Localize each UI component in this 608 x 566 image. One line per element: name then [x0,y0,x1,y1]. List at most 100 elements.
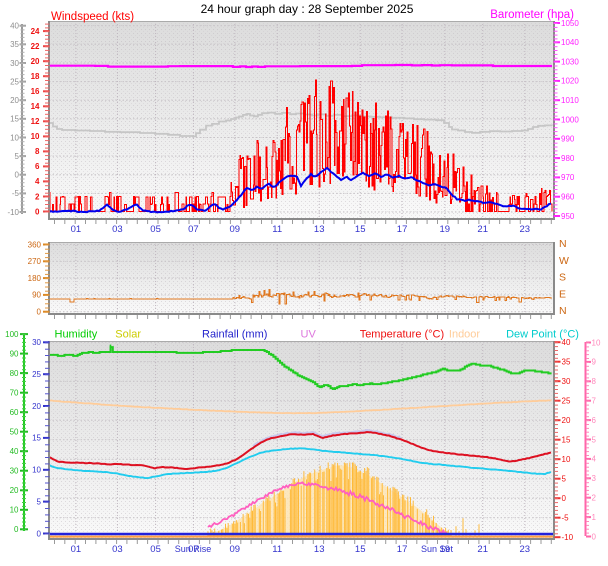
svg-text:22: 22 [31,42,40,51]
svg-text:07: 07 [188,224,199,235]
svg-text:1050: 1050 [561,19,579,28]
svg-text:15: 15 [355,224,366,235]
svg-text:Dew Point (°C): Dew Point (°C) [506,329,579,341]
svg-text:Sun Rise: Sun Rise [175,544,212,554]
svg-text:20: 20 [10,96,19,105]
svg-text:0: 0 [562,494,567,503]
svg-text:10: 10 [10,133,19,142]
svg-text:12: 12 [31,117,40,126]
svg-text:03: 03 [112,224,123,235]
svg-text:18: 18 [31,72,40,81]
svg-text:25: 25 [562,397,571,406]
svg-text:24: 24 [31,27,40,36]
svg-text:60: 60 [10,408,19,417]
svg-text:Sun Set: Sun Set [421,544,454,554]
svg-text:40: 40 [10,447,19,456]
svg-text:05: 05 [150,544,161,555]
svg-text:0: 0 [592,532,597,541]
svg-text:0: 0 [37,308,42,317]
svg-text:23: 23 [520,544,531,555]
svg-text:30: 30 [562,377,571,386]
svg-text:Solar: Solar [115,329,141,341]
svg-text:90: 90 [10,349,19,358]
svg-text:50: 50 [10,428,19,437]
svg-text:80: 80 [10,369,19,378]
svg-text:21: 21 [477,224,488,235]
svg-text:90: 90 [32,291,41,300]
svg-text:1: 1 [592,513,597,522]
svg-text:5: 5 [562,475,567,484]
svg-text:6: 6 [592,416,597,425]
svg-text:8: 8 [592,377,597,386]
svg-text:360: 360 [28,240,42,249]
svg-text:1030: 1030 [561,57,579,66]
svg-text:20: 20 [10,486,19,495]
svg-text:05: 05 [150,224,161,235]
svg-text:17: 17 [397,544,408,555]
svg-text:35: 35 [10,40,19,49]
svg-text:23: 23 [520,224,531,235]
svg-text:2: 2 [592,494,597,503]
svg-text:20: 20 [562,416,571,425]
svg-text:Windspeed (kts): Windspeed (kts) [51,11,134,23]
svg-text:15: 15 [562,436,571,445]
svg-text:25: 25 [32,370,41,379]
svg-text:11: 11 [272,224,282,235]
svg-text:1000: 1000 [561,115,579,124]
svg-text:-5: -5 [12,189,20,198]
svg-text:19: 19 [440,544,451,555]
svg-text:-10: -10 [562,533,574,542]
svg-text:970: 970 [561,173,575,182]
svg-text:5: 5 [15,152,20,161]
svg-text:01: 01 [71,224,82,235]
svg-text:950: 950 [561,212,575,221]
svg-text:E: E [559,288,566,300]
svg-text:9: 9 [592,358,597,367]
svg-text:-10: -10 [7,208,19,217]
svg-text:09: 09 [230,544,241,555]
svg-text:Indoor: Indoor [449,329,481,341]
svg-text:3: 3 [592,474,597,483]
svg-text:1020: 1020 [561,77,579,86]
svg-text:2: 2 [35,192,40,201]
svg-text:0: 0 [37,529,42,538]
svg-text:20: 20 [31,57,40,66]
svg-text:4: 4 [592,455,597,464]
svg-text:13: 13 [314,224,325,235]
svg-text:0: 0 [35,207,40,216]
svg-text:7: 7 [592,397,597,406]
svg-text:40: 40 [10,22,19,31]
svg-text:25: 25 [10,77,19,86]
svg-text:10: 10 [31,132,40,141]
svg-text:S: S [559,272,566,284]
svg-text:13: 13 [314,544,325,555]
svg-text:1040: 1040 [561,38,579,47]
svg-text:15: 15 [32,434,41,443]
svg-text:17: 17 [397,224,408,235]
svg-text:0: 0 [14,525,19,534]
svg-text:30: 30 [10,59,19,68]
svg-text:15: 15 [10,115,19,124]
svg-text:960: 960 [561,193,575,202]
svg-text:Barometer (hpa): Barometer (hpa) [490,9,574,21]
svg-text:980: 980 [561,154,575,163]
svg-text:09: 09 [230,224,241,235]
svg-text:4: 4 [35,177,40,186]
svg-text:10: 10 [32,466,41,475]
svg-text:Temperature (°C): Temperature (°C) [360,329,444,341]
svg-text:990: 990 [561,135,575,144]
svg-text:03: 03 [112,544,123,555]
svg-text:10: 10 [10,506,19,515]
svg-text:180: 180 [28,274,42,283]
svg-text:11: 11 [272,544,282,555]
svg-text:-5: -5 [562,514,570,523]
svg-text:Humidity: Humidity [55,329,98,341]
svg-text:15: 15 [355,544,366,555]
svg-text:14: 14 [31,102,40,111]
svg-text:10: 10 [562,455,571,464]
svg-text:30: 30 [32,338,41,347]
svg-text:19: 19 [440,224,451,235]
svg-text:UV: UV [301,329,317,341]
svg-text:21: 21 [477,544,488,555]
svg-text:N: N [559,305,567,317]
